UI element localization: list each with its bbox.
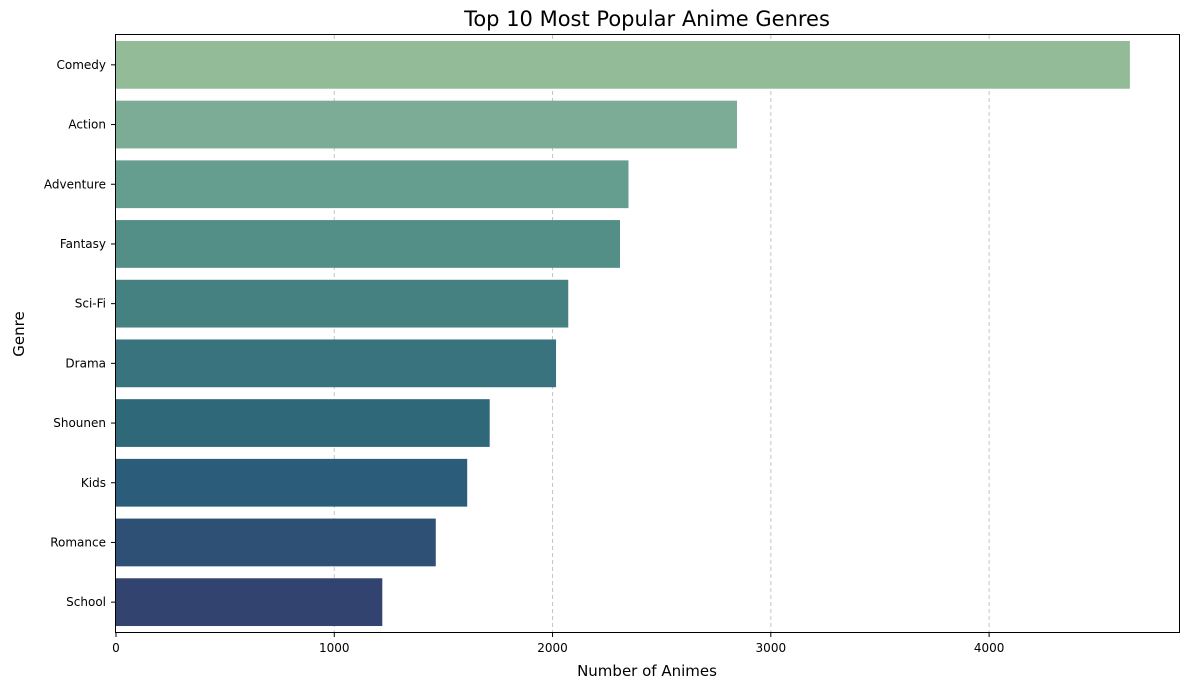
bar-kids [116,458,468,507]
bar-romance [116,518,436,567]
x-tick-label: 4000 [974,641,1005,655]
x-axis-label: Number of Animes [577,662,717,680]
y-tick-label: Comedy [56,58,106,72]
y-tick-label: Romance [50,535,106,549]
chart-title: Top 10 Most Popular Anime Genres [463,7,830,31]
bar-adventure [116,160,629,209]
bar-fantasy [116,220,620,268]
y-tick-label: Fantasy [60,237,106,251]
x-tick-label: 1000 [319,641,350,655]
bar-drama [116,339,557,388]
y-tick-label: Kids [81,476,106,490]
bar-school [116,578,383,627]
x-tick-label: 3000 [756,641,787,655]
y-tick-label: Adventure [44,177,106,191]
bar-sci-fi [116,279,569,328]
y-axis-ticks: Comedy Action Adventure Fantasy Sci-Fi Drama S… [44,58,116,609]
bar-action [116,100,737,149]
plot-frame [115,34,1180,633]
x-axis-ticks: 0 1000 2000 3000 4000 [112,632,1004,655]
x-tick-label: 0 [112,641,120,655]
y-axis-label: Genre [10,311,28,356]
x-tick-label: 2000 [537,641,568,655]
y-tick-label: Sci-Fi [75,297,106,311]
y-tick-label: Drama [65,356,106,370]
bars-group [116,40,1130,627]
bar-shounen [116,399,490,447]
bar-comedy [116,40,1130,89]
y-tick-label: Action [68,118,106,132]
y-tick-label: Shounen [53,416,106,430]
y-tick-label: School [66,595,106,609]
